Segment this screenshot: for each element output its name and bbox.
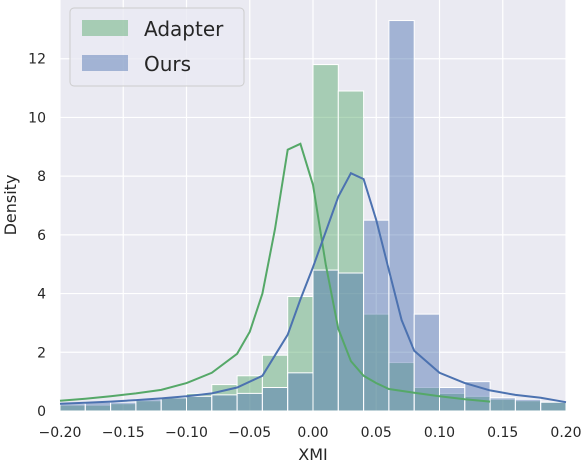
legend: Adapter Ours bbox=[69, 7, 245, 87]
bar-adapter-12 bbox=[363, 313, 390, 412]
x-tick-label-8: 0.20 bbox=[550, 425, 581, 441]
bar-ours-3 bbox=[135, 398, 162, 412]
bar-ours-8 bbox=[261, 387, 289, 412]
y-tick-label-1: 2 bbox=[37, 345, 46, 361]
x-tick-label-1: −0.15 bbox=[102, 425, 145, 441]
bar-adapter-9 bbox=[287, 296, 314, 412]
x-tick-label-7: 0.15 bbox=[487, 425, 518, 441]
x-tick-label-3: −0.05 bbox=[228, 425, 271, 441]
bar-ours-9 bbox=[287, 372, 314, 412]
legend-label-ours: Ours bbox=[144, 52, 191, 76]
legend-label-adapter: Adapter bbox=[144, 17, 224, 41]
bar-ours-17 bbox=[489, 397, 516, 412]
bar-ours-2 bbox=[110, 401, 137, 412]
x-tick-label-0: −0.20 bbox=[39, 425, 82, 441]
bar-ours-13 bbox=[388, 20, 415, 412]
bar-adapter-13 bbox=[388, 362, 415, 412]
y-tick-label-4: 8 bbox=[37, 169, 46, 185]
y-axis-title: Density bbox=[1, 175, 20, 236]
x-tick-label-5: 0.05 bbox=[361, 425, 392, 441]
y-tick-label-5: 10 bbox=[28, 110, 46, 126]
kde-curves bbox=[59, 142, 567, 405]
x-tick-label-4: 0.00 bbox=[297, 425, 328, 441]
kde-line-adapter bbox=[59, 142, 491, 403]
bars-group bbox=[59, 20, 567, 412]
x-tick-label-6: 0.10 bbox=[424, 425, 455, 441]
x-axis-title: XMI bbox=[298, 445, 327, 464]
bar-ours-5 bbox=[186, 395, 213, 412]
bar-ours-18 bbox=[514, 398, 542, 412]
y-tick-label-6: 12 bbox=[28, 52, 46, 68]
legend-swatch-adapter bbox=[82, 20, 128, 36]
bar-ours-4 bbox=[160, 397, 187, 412]
kde-line-ours bbox=[59, 171, 567, 405]
tick-labels: −0.20 −0.15 −0.10 −0.05 0.00 0.05 0.10 0.15 0.20… bbox=[28, 52, 581, 441]
y-tick-label-3: 6 bbox=[37, 228, 46, 244]
x-tick-label-2: −0.10 bbox=[165, 425, 208, 441]
bar-ours-6 bbox=[211, 394, 238, 412]
bar-ours-11 bbox=[337, 272, 365, 412]
y-tick-label-2: 4 bbox=[37, 287, 46, 303]
bar-adapter-10 bbox=[312, 64, 339, 412]
y-tick-label-0: 0 bbox=[37, 404, 46, 420]
legend-swatch-ours bbox=[82, 55, 128, 71]
bar-ours-19 bbox=[540, 401, 567, 412]
bar-ours-0 bbox=[59, 403, 86, 412]
bar-ours-7 bbox=[236, 392, 263, 412]
bar-ours-10 bbox=[312, 269, 339, 412]
legend-box bbox=[69, 7, 245, 87]
